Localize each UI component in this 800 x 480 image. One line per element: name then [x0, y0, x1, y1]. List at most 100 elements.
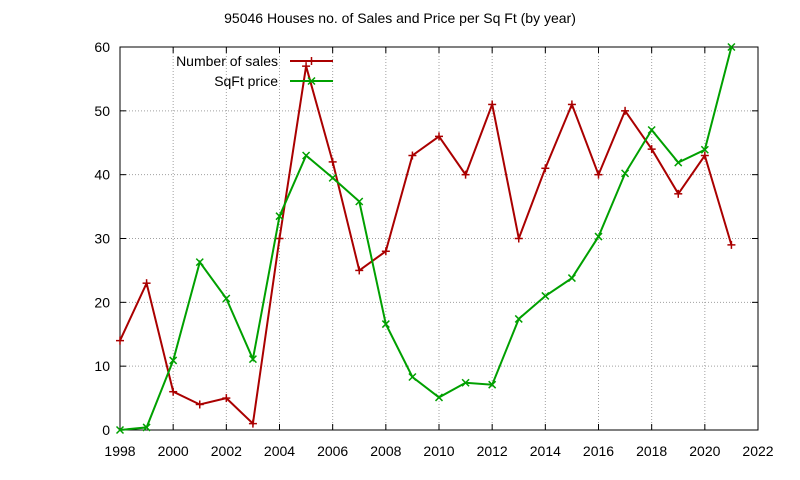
x-tick-label: 2014 — [530, 443, 561, 459]
data-point — [302, 151, 311, 160]
data-point-b — [408, 372, 417, 382]
y-tick-label: 20 — [94, 294, 110, 310]
legend-swatch-sqft — [290, 76, 333, 86]
data-point-b — [621, 169, 630, 178]
data-point-b — [434, 393, 444, 402]
series-sqft-price — [115, 42, 736, 435]
data-point — [169, 387, 178, 396]
data-point — [195, 400, 204, 409]
x-tick-label: 2008 — [370, 443, 401, 459]
data-point — [647, 145, 656, 154]
x-tick-label: 2018 — [636, 443, 667, 459]
y-tick-label: 50 — [94, 103, 110, 119]
legend-label-sqft: SqFt price — [214, 73, 278, 89]
legend-swatch-sales — [290, 57, 333, 65]
data-point — [567, 100, 576, 109]
data-point — [567, 274, 576, 283]
y-tick-label: 40 — [94, 167, 110, 183]
data-point — [328, 173, 337, 182]
data-point-b — [594, 232, 603, 241]
data-point — [541, 164, 550, 173]
data-point-b — [700, 145, 709, 154]
data-point-b — [302, 151, 311, 160]
data-point-b — [248, 355, 257, 364]
data-point — [514, 234, 523, 243]
y-tick-label: 0 — [102, 422, 110, 438]
data-point — [647, 125, 656, 135]
legend-label-sales: Number of sales — [176, 53, 278, 69]
data-point-b — [195, 258, 204, 267]
data-point — [169, 356, 178, 365]
legend-swatch-sqft-marker — [307, 76, 316, 86]
data-point — [700, 145, 709, 154]
data-point — [461, 378, 470, 387]
data-point — [381, 320, 390, 329]
x-tick-label: 2000 — [158, 443, 189, 459]
y-tick-label: 30 — [94, 231, 110, 247]
data-point-b — [142, 423, 151, 432]
data-point — [594, 170, 603, 179]
data-point — [222, 294, 231, 303]
legend-swatch-sales-marker — [307, 57, 316, 65]
data-point-b — [222, 294, 231, 303]
data-point — [621, 106, 630, 115]
data-point — [461, 170, 470, 179]
data-point — [195, 258, 204, 267]
data-point-b — [328, 173, 337, 182]
data-point — [488, 100, 497, 109]
data-point-b — [169, 356, 178, 365]
data-point — [381, 247, 390, 256]
data-point — [434, 393, 444, 402]
data-point — [116, 336, 124, 345]
data-point-b — [488, 380, 497, 389]
data-point — [674, 158, 683, 167]
data-point — [302, 62, 311, 71]
data-point-b — [355, 197, 364, 206]
data-point — [674, 189, 683, 198]
x-tick-label: 1998 — [104, 443, 135, 459]
x-tick-label: 2002 — [211, 443, 242, 459]
data-point — [328, 157, 337, 166]
data-point — [248, 355, 257, 364]
data-point-b — [275, 212, 284, 221]
series-number-of-sales — [116, 62, 736, 428]
x-tick-label: 2004 — [264, 443, 295, 459]
data-point-b — [461, 378, 470, 387]
chart-legend: Number of sales SqFt price — [176, 53, 333, 89]
data-point — [594, 232, 603, 241]
data-point-b — [541, 291, 550, 300]
data-point — [275, 234, 284, 243]
data-point — [355, 197, 364, 206]
data-point — [541, 291, 550, 300]
x-tick-label: 2010 — [423, 443, 454, 459]
x-tick-label: 2012 — [477, 443, 508, 459]
x-tick-label: 2020 — [689, 443, 720, 459]
data-point — [408, 372, 417, 382]
legend-swatches — [290, 57, 333, 86]
data-point — [700, 151, 709, 160]
data-point — [142, 423, 151, 432]
data-point — [222, 394, 231, 403]
x-tick-label: 2022 — [742, 443, 773, 459]
data-point — [408, 151, 417, 160]
data-point-b — [567, 274, 576, 283]
data-point — [142, 279, 151, 288]
data-point — [621, 169, 630, 178]
legend-swatch-sqft-marker-b — [307, 76, 316, 86]
data-point-b — [115, 425, 125, 435]
grid-layer — [120, 47, 758, 430]
series-layer — [115, 42, 736, 435]
data-point — [248, 419, 257, 428]
x-tick-label: 2006 — [317, 443, 348, 459]
data-point — [488, 380, 497, 389]
data-point — [115, 425, 125, 435]
data-point-b — [647, 125, 656, 135]
data-point-b — [727, 42, 736, 52]
data-point — [727, 42, 736, 52]
series-line — [119, 65, 733, 426]
data-point — [514, 314, 523, 323]
data-point-b — [674, 158, 683, 167]
data-point — [275, 212, 284, 221]
